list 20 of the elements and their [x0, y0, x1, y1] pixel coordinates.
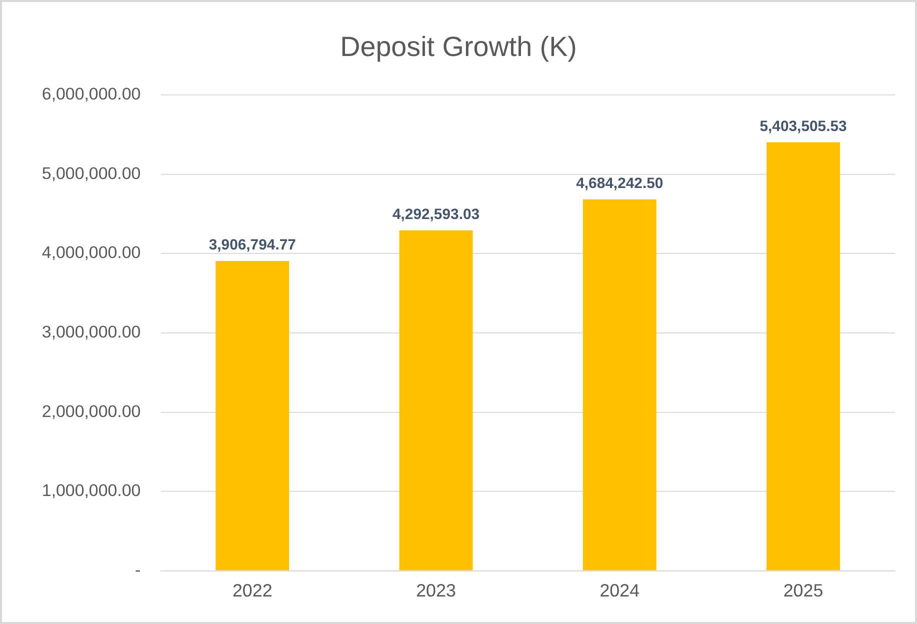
x-tick-label: 2024: [600, 580, 640, 600]
data-label: 5,403,505.53: [760, 119, 847, 136]
bar: [766, 142, 840, 570]
y-tick-label: -: [135, 560, 141, 580]
x-tick-label: 2023: [416, 580, 456, 600]
y-tick-label: 2,000,000.00: [42, 402, 141, 421]
y-tick-label: 3,000,000.00: [42, 322, 141, 342]
bar: [582, 199, 656, 570]
bar: [399, 230, 473, 570]
data-label: 4,684,242.50: [576, 176, 664, 192]
y-tick-label: 4,000,000.00: [42, 243, 141, 262]
y-tick-label: 5,000,000.00: [42, 164, 141, 183]
y-tick-label: 6,000,000.00: [42, 84, 141, 104]
x-tick-label: 2022: [232, 580, 272, 600]
y-tick-label: 1,000,000.00: [42, 481, 141, 500]
data-label: 3,906,794.77: [208, 238, 296, 254]
bar: [216, 260, 290, 570]
chart-title: Deposit Growth (K): [340, 31, 577, 62]
x-tick-label: 2025: [783, 580, 824, 600]
data-label: 4,292,593.03: [392, 207, 480, 224]
